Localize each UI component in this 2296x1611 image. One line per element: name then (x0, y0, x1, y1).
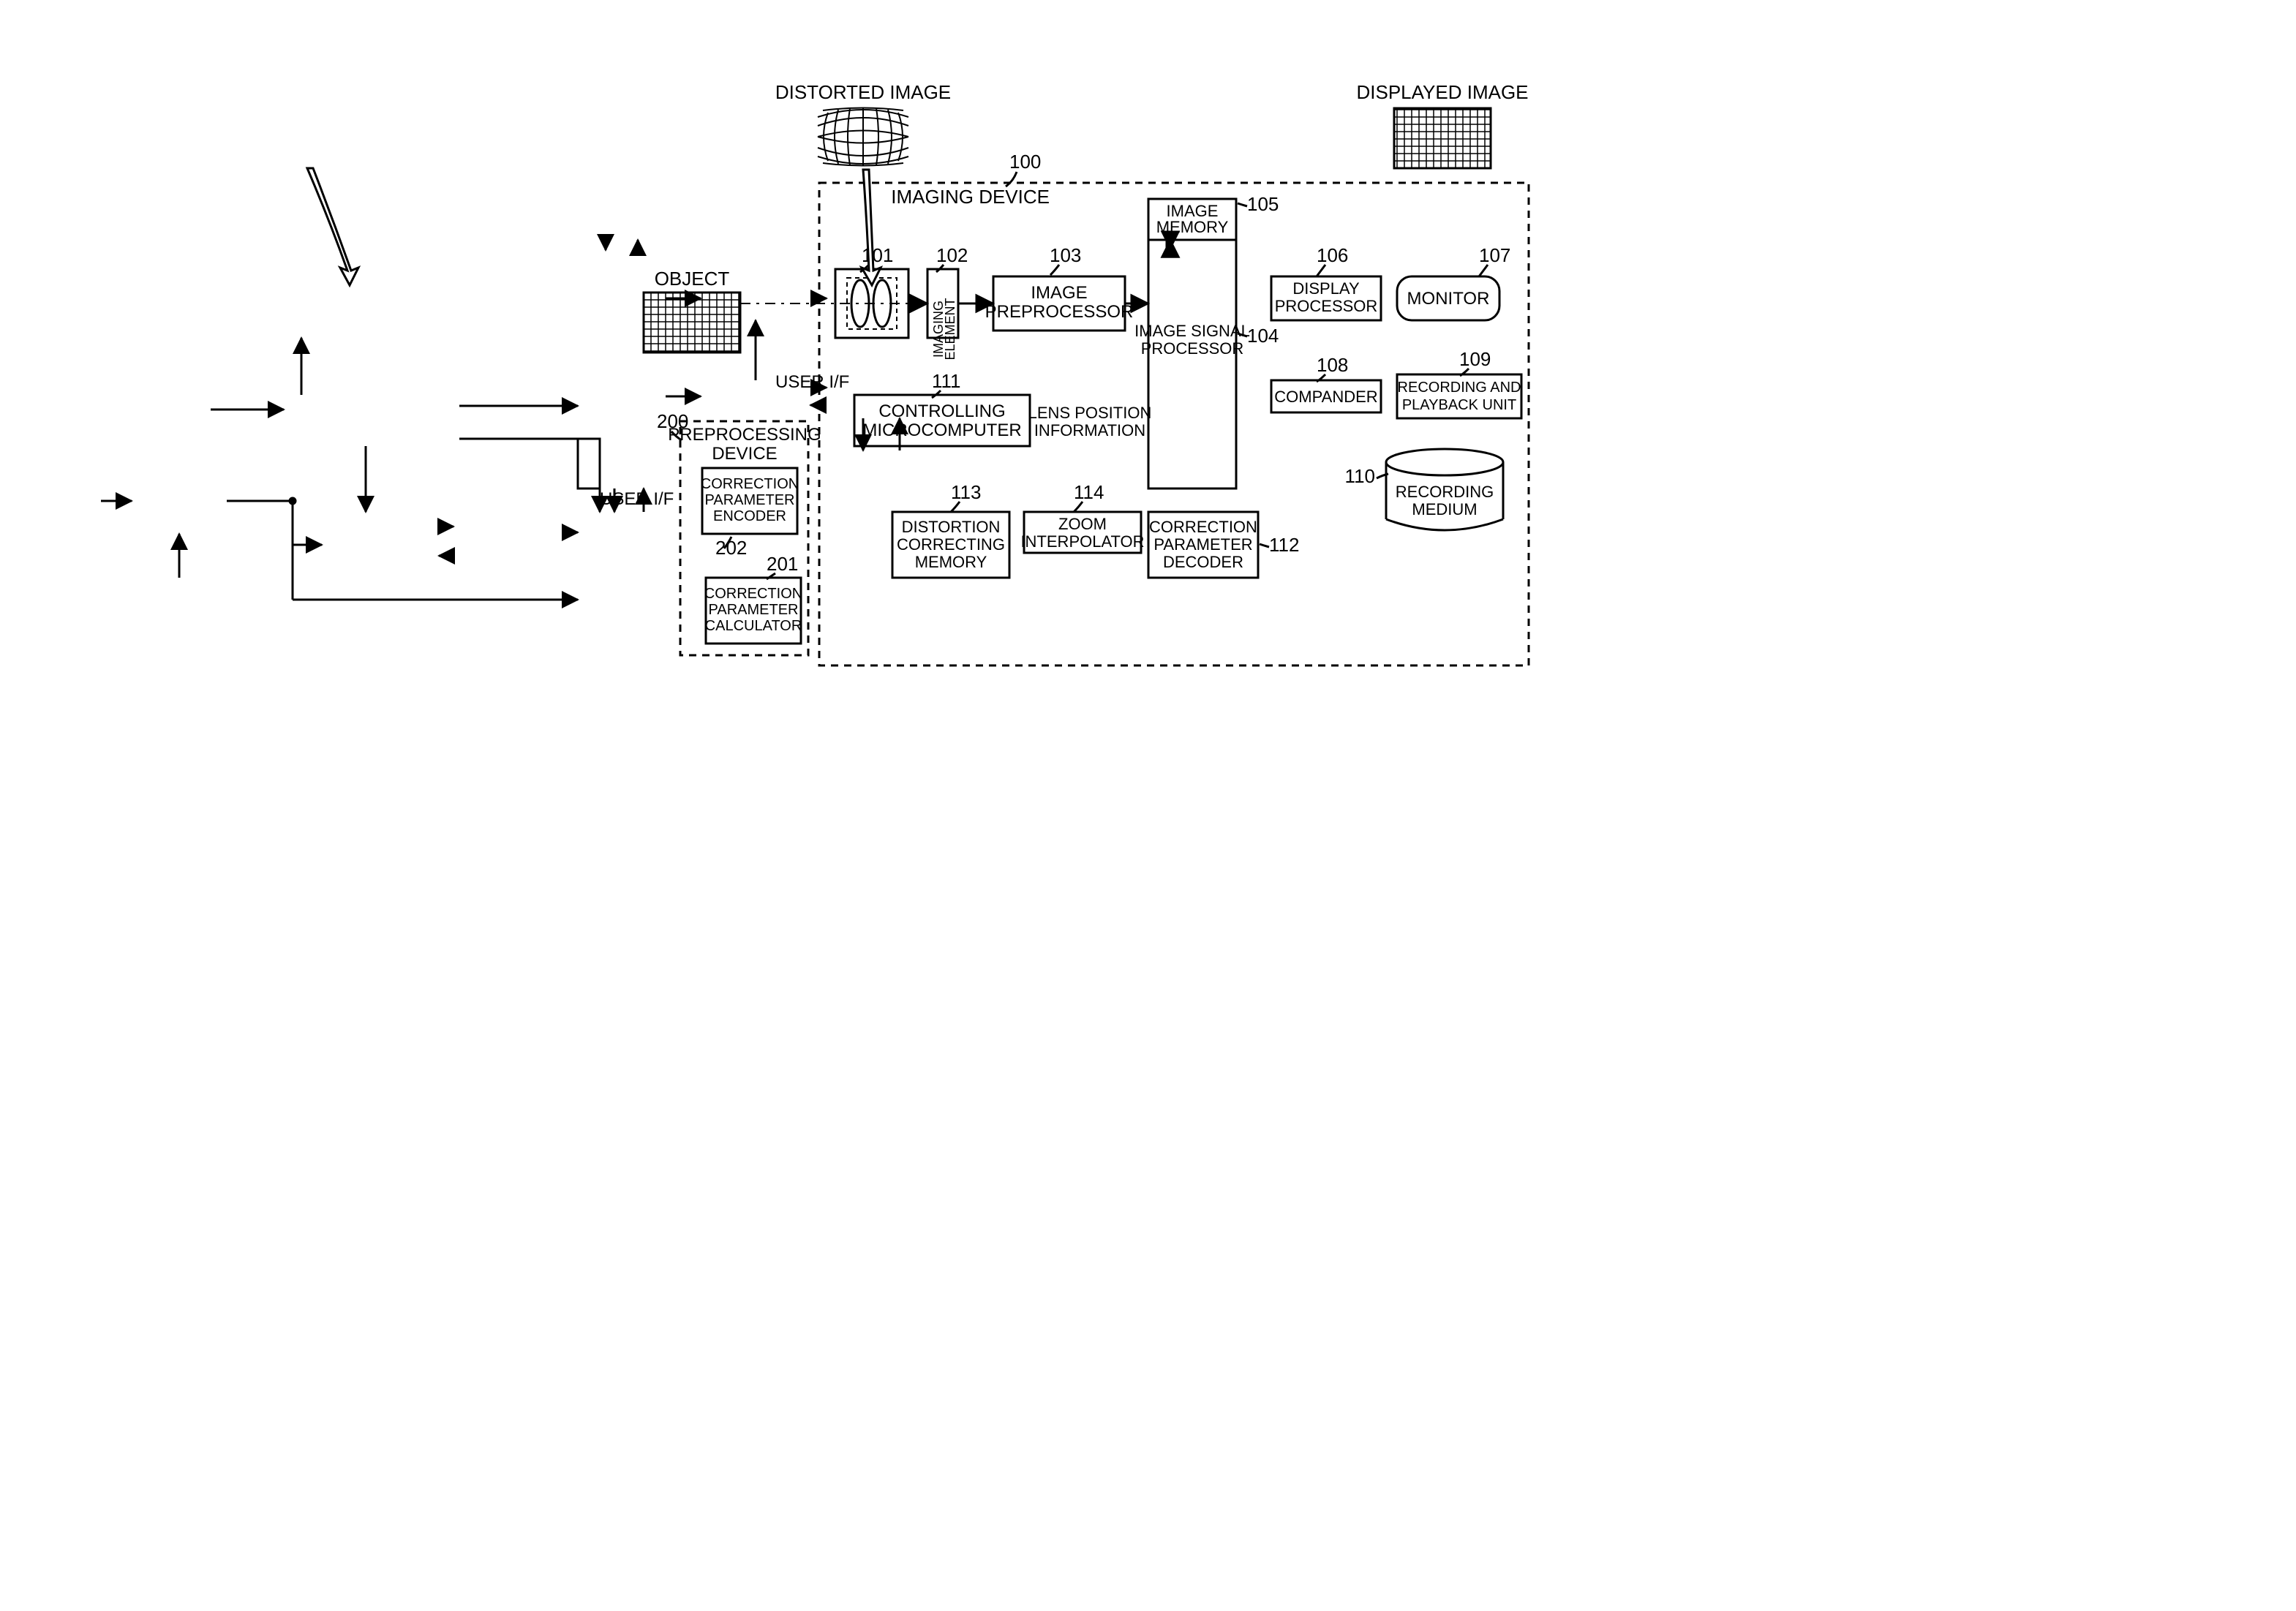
svg-text:MEDIUM: MEDIUM (1412, 500, 1477, 518)
svg-text:MICROCOMPUTER: MICROCOMPUTER (862, 420, 1021, 440)
svg-text:PLAYBACK UNIT: PLAYBACK UNIT (1401, 397, 1516, 413)
svg-text:PARAMETER: PARAMETER (1153, 535, 1252, 554)
svg-text:DECODER: DECODER (1162, 553, 1243, 571)
imaging-device-title: IMAGING DEVICE (891, 186, 1050, 208)
lens-pos-1: LENS POSITION (1028, 404, 1151, 422)
preproc-title2: DEVICE (712, 444, 777, 464)
distorted-image-label: DISTORTED IMAGE (775, 81, 950, 103)
displayed-image-label: DISPLAYED IMAGE (1356, 81, 1528, 103)
svg-text:CORRECTION: CORRECTION (704, 586, 802, 602)
num-110: 110 (1344, 465, 1374, 487)
user-if-2: USER I/F (600, 489, 674, 509)
num-113: 113 (951, 481, 981, 503)
svg-text:DISPLAY: DISPLAY (1292, 279, 1360, 298)
num-202: 202 (715, 537, 747, 559)
num-108: 108 (1317, 354, 1348, 376)
svg-text:CORRECTION: CORRECTION (700, 476, 798, 492)
num-102: 102 (936, 244, 968, 266)
svg-text:IMAGE: IMAGE (1031, 283, 1087, 303)
preproc-title1: PREPROCESSING (668, 425, 821, 445)
svg-text:RECORDING AND: RECORDING AND (1397, 380, 1521, 396)
svg-text:PROCESSOR: PROCESSOR (1140, 339, 1243, 358)
svg-text:CORRECTION: CORRECTION (1149, 518, 1257, 536)
svg-text:IMAGE SIGNAL: IMAGE SIGNAL (1134, 322, 1250, 340)
object-grid-icon (644, 293, 740, 352)
svg-text:ENCODER: ENCODER (712, 508, 786, 524)
num-111: 111 (932, 370, 961, 392)
num-103: 103 (1050, 244, 1081, 266)
distorted-grid-icon (818, 108, 908, 166)
num-112: 112 (1269, 534, 1299, 556)
num-105: 105 (1247, 193, 1279, 215)
svg-text:PARAMETER: PARAMETER (708, 602, 798, 618)
svg-text:CORRECTING: CORRECTING (897, 535, 1005, 554)
object-label: OBJECT (654, 268, 729, 290)
num-107: 107 (1479, 244, 1510, 266)
svg-text:DISTORTION: DISTORTION (901, 518, 1000, 536)
num-201: 201 (767, 553, 798, 575)
svg-text:ELEMENT: ELEMENT (943, 298, 957, 360)
svg-text:MEMORY: MEMORY (1156, 218, 1228, 236)
svg-text:MONITOR: MONITOR (1407, 289, 1489, 309)
svg-text:CONTROLLING: CONTROLLING (878, 401, 1005, 421)
user-if-1: USER I/F (775, 372, 849, 392)
num-109: 109 (1459, 348, 1491, 370)
num-104: 104 (1247, 325, 1279, 347)
svg-text:MEMORY: MEMORY (914, 553, 987, 571)
displayed-grid-icon (1394, 108, 1491, 168)
svg-text:COMPANDER: COMPANDER (1274, 388, 1377, 406)
imaging-device-num: 100 (1009, 151, 1041, 173)
svg-text:PARAMETER: PARAMETER (704, 492, 794, 508)
block-diagram: OBJECT DISTORTED IMAGE DISPLAYED IMAGE I… (585, 15, 1712, 731)
lens-pos-2: INFORMATION (1034, 421, 1145, 439)
svg-text:ZOOM: ZOOM (1058, 515, 1107, 533)
svg-text:PROCESSOR: PROCESSOR (1274, 297, 1377, 315)
svg-text:PREPROCESSOR: PREPROCESSOR (985, 302, 1133, 322)
svg-text:RECORDING: RECORDING (1395, 483, 1493, 501)
svg-text:CALCULATOR: CALCULATOR (704, 618, 802, 634)
block-104 (1148, 240, 1236, 488)
svg-text:INTERPOLATOR: INTERPOLATOR (1020, 532, 1144, 551)
num-106: 106 (1317, 244, 1348, 266)
num-114: 114 (1074, 481, 1104, 503)
num-101: 101 (862, 244, 893, 266)
